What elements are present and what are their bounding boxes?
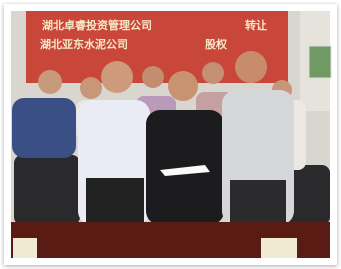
banner-line1: 湖北卓睿投资管理公司 bbox=[42, 18, 152, 32]
name-plate bbox=[261, 238, 297, 258]
banner-line2: 湖北亚东水泥公司 bbox=[40, 37, 128, 51]
photo-frame: 湖北卓睿投资管理公司 转让 湖北亚东水泥公司 股权 bbox=[0, 0, 341, 269]
banner-line1-right: 转让 bbox=[245, 18, 267, 32]
banner-line2-right: 股权 bbox=[205, 37, 228, 51]
name-plate bbox=[13, 238, 37, 258]
page: 湖北卓睿投资管理公司 转让 湖北亚东水泥公司 股权 (() => { const… bbox=[0, 0, 341, 269]
chair bbox=[14, 155, 80, 225]
picture bbox=[309, 46, 331, 78]
photo: 湖北卓睿投资管理公司 转让 湖北亚东水泥公司 股权 bbox=[11, 11, 331, 258]
